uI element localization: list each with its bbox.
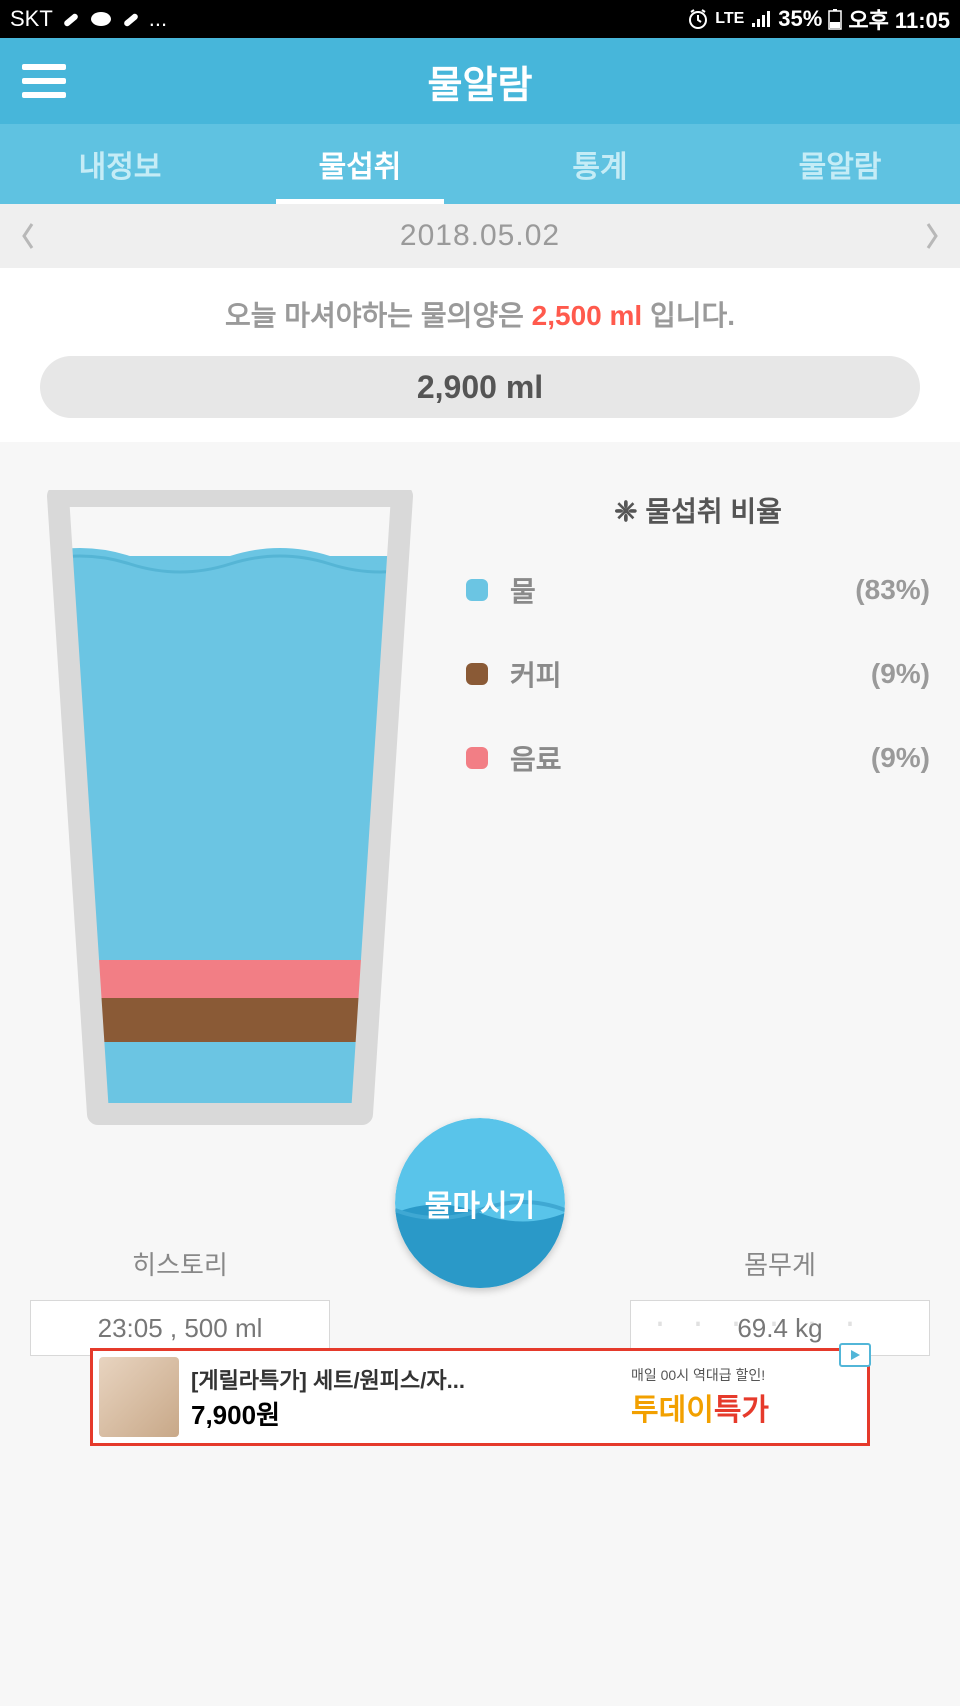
ratio-row-coffee: 커피 (9%) [466,654,930,694]
ad-caption: 매일 00시 역대급 할인! [631,1365,861,1385]
ratio-row-water: 물 (83%) [466,570,930,610]
goal-amount: 2,500 ml [532,300,643,331]
date-navigator: 2018.05.02 [0,204,960,268]
status-right: LTE 35% 오후 11:05 [687,3,950,35]
ratio-label: 커피 [510,654,871,694]
pill-icon-2 [121,9,141,29]
ad-brand-2: 특가 [714,1394,769,1427]
swatch-coffee [466,663,488,685]
goal-text: 오늘 마셔야하는 물의양은 2,500 ml 입니다. [0,294,960,334]
current-intake-pill[interactable]: 2,900 ml [40,356,920,418]
ratio-title-text: 물섭취 비율 [645,496,782,527]
tab-intake[interactable]: 물섭취 [240,124,480,204]
ad-text: [게릴라특가] 세트/원피스/자... 7,900원 [179,1363,631,1432]
android-status-bar: SKT ... LTE 35% 오후 11:05 [0,0,960,38]
next-day-button[interactable] [922,220,942,252]
signal-icon [750,9,772,29]
tab-label: 내정보 [79,142,162,186]
ad-play-icon [839,1343,871,1367]
ad-brand-1: 투데이 [631,1394,714,1427]
clock-label: 오후 11:05 [848,3,950,35]
alarm-icon [687,8,709,30]
prev-day-button[interactable] [18,220,38,252]
cup-svg [30,490,430,1130]
app-header: 물알람 [0,38,960,124]
history-value: 23:05 , 500 ml [98,1313,263,1344]
app-title: 물알람 [0,54,960,109]
watermark: . . . . . . [651,1302,860,1336]
cup-visualization [30,490,430,1122]
tab-alarm[interactable]: 물알람 [720,124,960,204]
ratio-pct: (83%) [855,574,930,606]
pill-icon [61,9,81,29]
menu-button[interactable] [22,62,66,105]
battery-icon [828,8,842,30]
mask-icon [89,9,113,29]
goal-suffix: 입니다. [642,300,735,331]
ratio-label: 물 [510,570,855,610]
tab-stats[interactable]: 통계 [480,124,720,204]
status-left: SKT ... [10,6,167,32]
main-area: ❈ 물섭취 비율 물 (83%) 커피 (9%) 음료 (9%) [0,442,960,1122]
ad-title: [게릴라특가] 세트/원피스/자... [191,1363,631,1395]
battery-pct: 35% [778,6,822,32]
tab-bar: 내정보 물섭취 통계 물알람 [0,124,960,204]
ad-price: 7,900원 [191,1395,631,1432]
ad-right: 매일 00시 역대급 할인! 투데이특가 [631,1365,861,1429]
carrier-label: SKT [10,6,53,32]
current-intake-value: 2,900 ml [417,369,543,406]
weight-label: 몸무게 [630,1245,930,1282]
ratio-pct: (9%) [871,742,930,774]
ratio-label: 음료 [510,738,871,778]
sparkle-icon: ❈ [614,496,645,527]
ratio-panel: ❈ 물섭취 비율 물 (83%) 커피 (9%) 음료 (9%) [430,490,930,1122]
ad-brand: 투데이특가 [631,1385,861,1429]
ad-thumbnail [99,1357,179,1437]
swatch-water [466,579,488,601]
tab-label: 통계 [572,142,627,186]
network-indicator: LTE [715,10,744,28]
tab-myinfo[interactable]: 내정보 [0,124,240,204]
history-label: 히스토리 [30,1245,330,1282]
ratio-row-drink: 음료 (9%) [466,738,930,778]
date-label: 2018.05.02 [38,219,922,253]
more-indicator: ... [149,6,167,32]
history-column: 히스토리 23:05 , 500 ml [30,1245,330,1356]
goal-section: 오늘 마셔야하는 물의양은 2,500 ml 입니다. 2,900 ml [0,268,960,442]
tab-label: 물섭취 [319,142,402,186]
ad-banner[interactable]: [게릴라특가] 세트/원피스/자... 7,900원 매일 00시 역대급 할인… [90,1348,870,1446]
hamburger-icon [22,62,66,100]
tab-label: 물알람 [799,142,882,186]
goal-prefix: 오늘 마셔야하는 물의양은 [225,300,532,331]
weight-column: 몸무게 69.4 kg [630,1245,930,1356]
ratio-title: ❈ 물섭취 비율 [466,490,930,530]
ratio-pct: (9%) [871,658,930,690]
swatch-drink [466,747,488,769]
